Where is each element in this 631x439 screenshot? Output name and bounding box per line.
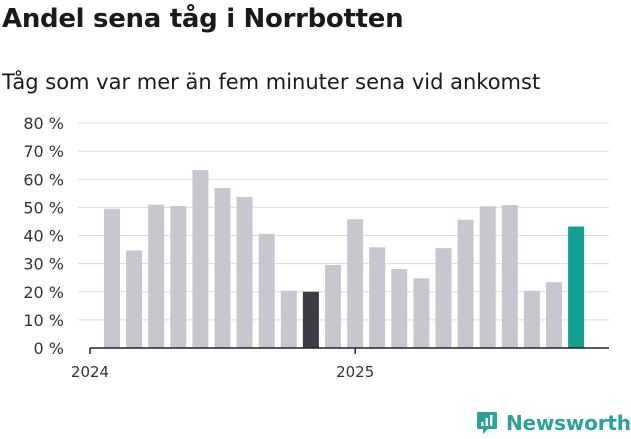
bar [369,247,386,348]
y-tick-label: 10 % [23,311,64,330]
bar [104,208,120,348]
bar [280,290,297,348]
y-tick-label: 50 % [23,198,64,217]
x-tick-label: 2024 [71,363,109,381]
bar [435,248,452,348]
bar [457,219,474,348]
bar [192,169,209,348]
y-tick-label: 30 % [23,255,64,274]
chart-title: Andel sena tåg i Norrbotten [2,4,404,34]
bar [325,265,341,348]
bar [302,291,319,348]
brand-name: Newsworthy [506,411,631,435]
y-tick-label: 0 % [34,339,64,358]
chart-subtitle: Tåg som var mer än fem minuter sena vid … [2,70,541,94]
bar [479,206,496,348]
y-tick-label: 40 % [23,227,64,246]
y-tick-label: 20 % [23,283,64,302]
x-tick-label: 2025 [336,363,374,381]
bar [391,268,408,348]
bar [501,205,518,348]
bar [236,196,253,348]
bar [258,233,275,348]
y-tick-label: 60 % [23,170,64,189]
bar [170,205,187,348]
bar [413,278,430,348]
y-tick-label: 70 % [23,142,64,161]
bar [568,226,585,348]
bar [347,219,364,348]
bar [523,290,540,348]
bar [148,204,165,348]
brand-logo: Newsworthy [476,407,631,439]
bar [214,187,231,348]
bar [126,250,143,348]
y-tick-label: 80 % [23,114,64,133]
newsworthy-chart-icon [477,412,497,434]
bar [546,282,562,348]
